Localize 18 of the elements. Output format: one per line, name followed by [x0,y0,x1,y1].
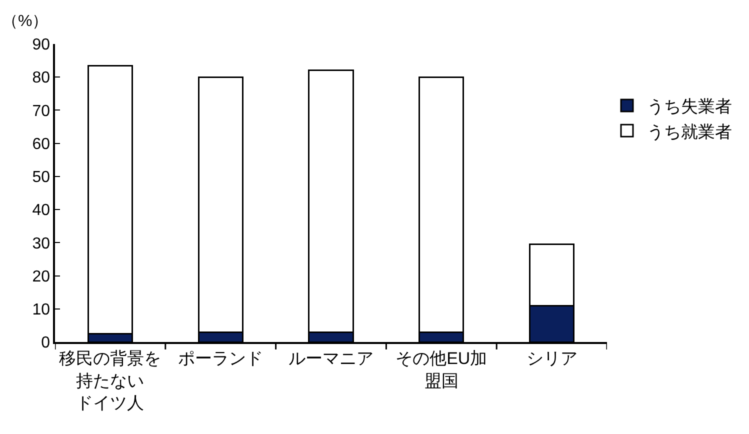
legend-label: うち失業者 [647,97,732,116]
y-tick-label: 10 [32,301,50,318]
x-tick-label: ルーマニア [288,349,374,368]
legend-label: うち就業者 [647,122,732,142]
x-tick-label: ポーランド [178,349,264,368]
x-tick-label: その他EU加盟国 [396,349,488,390]
y-tick-label: 40 [32,202,50,220]
y-tick-label: 80 [32,70,50,87]
y-tick-label: 50 [32,169,50,186]
x-tick-label: 移民の背景を持たないドイツ人 [59,349,162,412]
y-axis-title: （%） [2,13,48,30]
y-tick-label: 70 [32,102,50,120]
y-tick-label: 0 [41,334,50,352]
y-tick-label: 20 [32,268,50,286]
x-tick-label: シリア [526,349,578,368]
y-tick-label: 90 [32,36,50,54]
y-tick-label: 30 [32,235,50,252]
y-tick-label: 60 [32,136,50,153]
